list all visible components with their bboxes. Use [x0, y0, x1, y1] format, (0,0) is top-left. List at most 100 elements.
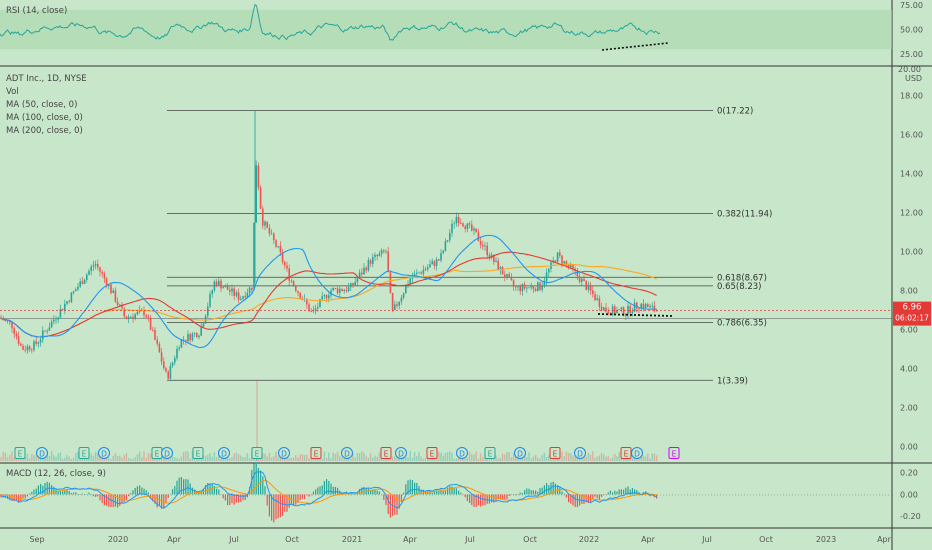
candle-body [174, 358, 176, 363]
macd-hist-bar [301, 494, 303, 499]
candle-body [55, 319, 57, 321]
candle-body [482, 244, 484, 247]
volume-bar [240, 455, 242, 461]
volume-bar [475, 451, 477, 461]
earnings-marker[interactable]: E [620, 447, 632, 459]
candle-body [64, 303, 66, 311]
macd-hist-bar [154, 494, 156, 504]
candle-body [383, 250, 385, 252]
dividend-marker[interactable]: D [218, 447, 230, 459]
earnings-marker[interactable]: E [426, 447, 438, 459]
earnings-marker[interactable]: E [251, 447, 263, 459]
candle-body [72, 291, 75, 293]
volume-bar [394, 456, 396, 461]
earnings-marker[interactable]: E [380, 447, 392, 459]
macd-hist-bar [433, 491, 435, 495]
earnings-marker[interactable]: E [484, 447, 496, 459]
dividend-marker[interactable]: D [98, 447, 110, 459]
candle-body [48, 327, 51, 331]
macd-hist-bar [387, 494, 389, 514]
volume-bar [37, 457, 40, 461]
macd-hist-bar [563, 493, 565, 495]
fib-level-label: 0.65(8.23) [717, 282, 761, 292]
dividend-marker[interactable]: D [574, 447, 586, 459]
earnings-marker[interactable]: E [14, 447, 26, 459]
volume-bar [607, 455, 609, 461]
dividend-marker[interactable]: D [514, 447, 526, 459]
earnings-marker[interactable]: E [668, 447, 680, 459]
volume-bar [9, 455, 11, 461]
candle-body [620, 307, 623, 310]
candle-body [244, 296, 246, 298]
volume-bar [50, 451, 53, 461]
candle-body [121, 304, 123, 309]
volume-bar [596, 456, 598, 461]
candle-body [127, 316, 130, 319]
dividend-marker[interactable]: D [341, 447, 353, 459]
candle-body [565, 261, 568, 265]
dividend-marker[interactable]: D [36, 447, 48, 459]
candle-body [33, 341, 35, 350]
candle-body [160, 352, 163, 362]
earnings-marker[interactable]: E [192, 447, 204, 459]
earnings-marker[interactable]: E [78, 447, 90, 459]
dividend-marker[interactable]: D [161, 447, 173, 459]
candle-body [616, 310, 618, 314]
event-marker-letter: E [314, 450, 319, 459]
candle-body [231, 288, 233, 292]
volume-bar [528, 452, 530, 461]
price-tick-label: 4.00 [900, 364, 918, 373]
macd-hist-bar [543, 485, 545, 495]
volume-bar [163, 458, 165, 461]
candle-body [77, 286, 79, 290]
candle-body [200, 326, 202, 336]
candle-body [251, 287, 253, 290]
macd-hist-bar [323, 480, 325, 495]
candle-body [649, 305, 651, 308]
candle-body [380, 250, 383, 254]
dividend-marker[interactable]: D [456, 447, 468, 459]
candle-body [323, 295, 326, 297]
dividend-marker[interactable]: D [631, 447, 643, 459]
candle-body [178, 347, 180, 349]
candle-body [548, 268, 550, 273]
volume-bar [292, 457, 295, 461]
volume-bar [204, 455, 207, 461]
volume-bar [262, 453, 264, 461]
macd-hist-bar [557, 485, 559, 495]
candle-body [442, 250, 444, 254]
candle-body [627, 305, 629, 315]
event-marker-letter: E [384, 450, 389, 459]
macd-hist-bar [372, 489, 374, 495]
earnings-marker[interactable]: E [549, 447, 561, 459]
earnings-marker[interactable]: E [151, 447, 163, 459]
macd-hist-bar [262, 476, 264, 495]
volume-bar [347, 457, 350, 461]
macd-hist-bar [97, 494, 99, 497]
candle-body [600, 306, 603, 310]
earnings-marker[interactable]: E [310, 447, 322, 459]
candle-body [134, 314, 136, 319]
macd-hist-bar [389, 494, 391, 518]
dividend-marker[interactable]: D [395, 447, 407, 459]
candle-body [449, 233, 451, 241]
candle-body [284, 261, 286, 266]
candle-body [345, 289, 348, 292]
macd-hist-bar [554, 483, 556, 495]
volume-bar [367, 457, 370, 461]
macd-hist-bar [517, 494, 519, 495]
macd-hist-bar [587, 494, 589, 504]
dividend-marker[interactable]: D [278, 447, 290, 459]
macd-hist-bar [359, 488, 361, 495]
macd-hist-bar [200, 491, 202, 495]
candle-body [288, 268, 290, 281]
candle-body [644, 304, 647, 309]
price-tick-label: 2.00 [900, 403, 918, 412]
candle-body [455, 216, 458, 224]
macd-hist-bar [246, 494, 248, 498]
candle-body [554, 260, 557, 262]
macd-hist-bar [398, 494, 400, 509]
candle-body [372, 256, 374, 264]
candle-body [594, 294, 596, 301]
